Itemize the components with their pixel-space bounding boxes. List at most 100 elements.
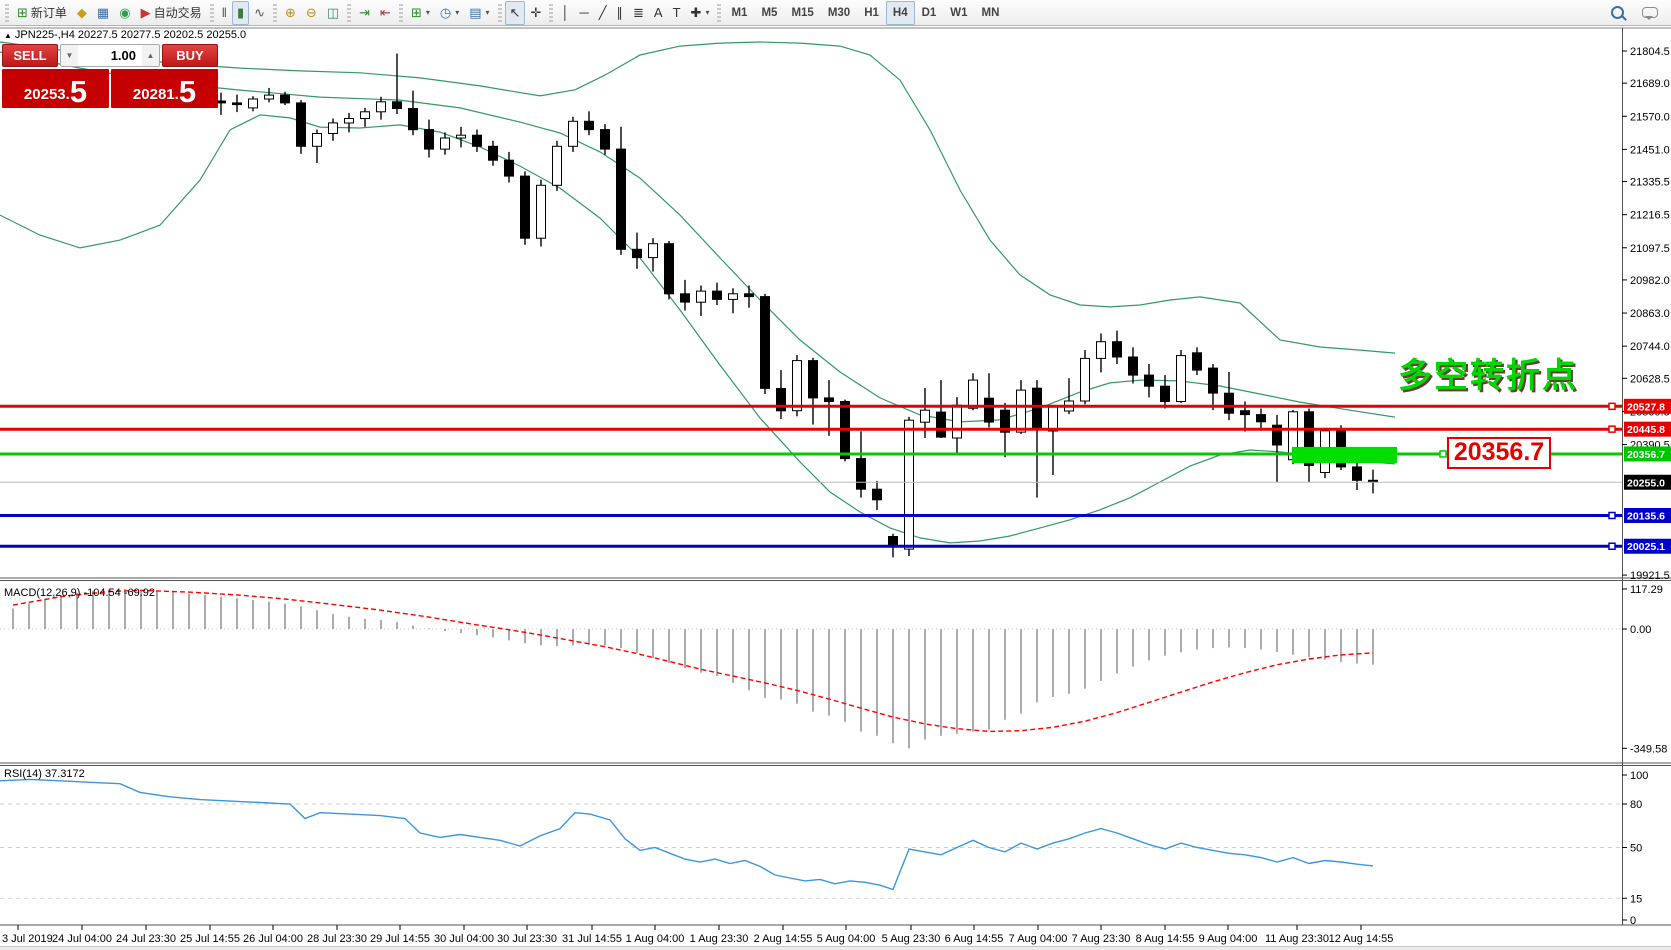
text-icon[interactable]: A (649, 1, 668, 25)
signals-icon[interactable]: ◉ (114, 1, 135, 25)
new-order-button[interactable]: ⊞ 新订单 (12, 1, 72, 25)
candle-body-down (232, 102, 242, 106)
time-axis-label[interactable]: 6 Aug 14:55 (945, 933, 1004, 945)
zoom-in-icon[interactable]: ⊕ (280, 1, 301, 25)
line-handle[interactable] (1608, 511, 1616, 520)
search-icon (1611, 6, 1624, 19)
time-axis-label[interactable]: 24 Jul 23:30 (116, 933, 176, 945)
time-axis-label[interactable]: 30 Jul 04:00 (434, 933, 494, 945)
time-axis-label[interactable]: 24 Jul 04:00 (52, 933, 112, 945)
line-handle[interactable] (1608, 542, 1616, 550)
time-axis-label[interactable]: 11 Aug 23:30 (1265, 933, 1329, 945)
tf-m15[interactable]: M15 (784, 1, 820, 25)
dropdown-caret-icon: ▾ (425, 8, 430, 17)
candle-body-up (456, 134, 466, 139)
trendline-icon[interactable]: ╱ (594, 1, 612, 25)
arrows-button[interactable]: ✚ ▾ (686, 1, 715, 25)
time-axis-label[interactable]: 12 Aug 14:55 (1329, 933, 1394, 945)
line-handle[interactable] (1608, 425, 1616, 433)
volume-down-button[interactable]: ▼ (61, 45, 78, 66)
time-axis-label[interactable]: 30 Jul 23:30 (497, 933, 557, 945)
candle-body-down (280, 94, 290, 104)
sell-price[interactable]: 20253. 5 (2, 69, 109, 108)
volume-value[interactable]: 1.00 (110, 48, 136, 63)
tf-m1[interactable]: M1 (724, 1, 754, 25)
sell-button[interactable]: SELL (2, 44, 58, 67)
time-axis-label[interactable]: 1 Aug 04:00 (626, 933, 685, 945)
toolbar-grip (717, 3, 722, 22)
candle-body-down (600, 129, 610, 150)
buy-button[interactable]: BUY (162, 44, 218, 67)
templates-button[interactable]: ▤ ▾ (464, 1, 494, 25)
line-handle[interactable] (1439, 450, 1447, 458)
time-axis-label[interactable]: 31 Jul 14:55 (562, 933, 622, 945)
candle-body-down (856, 458, 866, 490)
price-badge (1624, 538, 1671, 554)
one-click-trading-panel: SELL ▼ 1.00 ▲ BUY 20253. 5 20281. 5 (2, 44, 218, 108)
time-axis-label[interactable]: 2 Aug 14:55 (754, 933, 813, 945)
price-badge (1624, 446, 1671, 462)
candle-body-up (440, 137, 450, 150)
rsi-axis-label: 80 (1630, 799, 1642, 811)
channel-icon-glyph: ∥ (616, 5, 624, 20)
volume-up-button[interactable]: ▲ (142, 45, 159, 66)
time-axis-label[interactable]: 29 Jul 14:55 (370, 933, 430, 945)
auto-scroll-icon[interactable]: ⇥ (354, 1, 375, 25)
buy-price-main: 20281. (132, 86, 179, 103)
fibonacci-icon[interactable]: ≣ (628, 1, 649, 25)
time-axis-label[interactable]: 9 Aug 04:00 (1199, 933, 1258, 945)
candle-body-up (904, 419, 914, 550)
tile-windows-icon[interactable]: ◫ (322, 1, 344, 25)
tf-h4[interactable]: H4 (885, 0, 915, 25)
tf-d1[interactable]: D1 (915, 1, 944, 25)
time-axis-label[interactable]: 5 Aug 04:00 (817, 933, 876, 945)
data-window-icon[interactable]: ▦ (92, 1, 114, 25)
channel-icon[interactable]: ∥ (612, 1, 629, 25)
cursor-icon[interactable]: ↖ (504, 0, 526, 25)
candles-chart-icon-glyph: ▮ (236, 5, 245, 20)
tf-m5[interactable]: M5 (754, 1, 784, 25)
candle-body-up (568, 120, 578, 147)
bars-chart-icon[interactable]: ‖ (217, 1, 232, 25)
zoom-out-icon[interactable]: ⊖ (301, 1, 322, 25)
time-axis-label[interactable]: 7 Aug 04:00 (1009, 933, 1068, 945)
quotes-icon[interactable]: ◆ (72, 1, 92, 25)
autotrading-button[interactable]: ▶ 自动交易 (136, 1, 207, 25)
time-axis-label[interactable]: 5 Aug 23:30 (882, 933, 941, 945)
chart-shift-icon[interactable]: ⇤ (375, 1, 396, 25)
time-axis-label[interactable]: 7 Aug 23:30 (1072, 933, 1131, 945)
tf-h1[interactable]: H1 (857, 1, 886, 25)
search-button[interactable] (1606, 1, 1629, 25)
candle-body-up (728, 293, 738, 300)
toolbar-grip (347, 3, 352, 22)
horizontal-line-icon-glyph: ─ (579, 5, 589, 20)
new-chart-button[interactable]: ⊞ ▾ (406, 1, 435, 25)
time-axis-label[interactable]: 1 Aug 23:30 (690, 933, 749, 945)
vertical-line-icon[interactable]: │ (556, 1, 574, 25)
tf-w1[interactable]: W1 (943, 1, 974, 25)
time-axis-label[interactable]: 28 Jul 23:30 (307, 933, 367, 945)
chart-title: ▲ JPN225-,H4 20227.5 20277.5 20202.5 2025… (4, 29, 246, 41)
time-axis-label[interactable]: 26 Jul 04:00 (243, 933, 303, 945)
period-clock-button[interactable]: ◷ ▾ (435, 1, 464, 25)
horizontal-line-icon[interactable]: ─ (574, 1, 593, 25)
crosshair-icon[interactable]: ✛ (525, 1, 546, 25)
buy-price[interactable]: 20281. 5 (111, 69, 218, 108)
macd-indicator-label: MACD(12,26,9) -104.54 -69.92 (4, 587, 156, 599)
label-icon[interactable]: T (668, 1, 686, 25)
candle-body-down (1224, 392, 1234, 414)
highlight-zone-rect[interactable] (1292, 446, 1397, 463)
time-axis-label[interactable]: 25 Jul 14:55 (180, 933, 240, 945)
chart-shift-icon-glyph: ⇤ (380, 5, 391, 20)
time-axis-label[interactable]: 3 Jul 2019 (2, 933, 53, 945)
chat-button[interactable] (1637, 1, 1663, 25)
tf-mn[interactable]: MN (975, 1, 1007, 25)
candles-chart-icon[interactable]: ▮ (231, 0, 250, 25)
cursor-icon-glyph: ↖ (509, 5, 521, 20)
line-chart-icon[interactable]: ∿ (249, 1, 270, 25)
price-callout-20356[interactable]: 20356.7 (1447, 437, 1551, 469)
time-axis-label[interactable]: 8 Aug 14:55 (1136, 933, 1195, 945)
annotation-turning-point[interactable]: 多空转折点 (1398, 357, 1578, 395)
tf-m30[interactable]: M30 (821, 1, 857, 25)
line-handle[interactable] (1608, 402, 1616, 411)
